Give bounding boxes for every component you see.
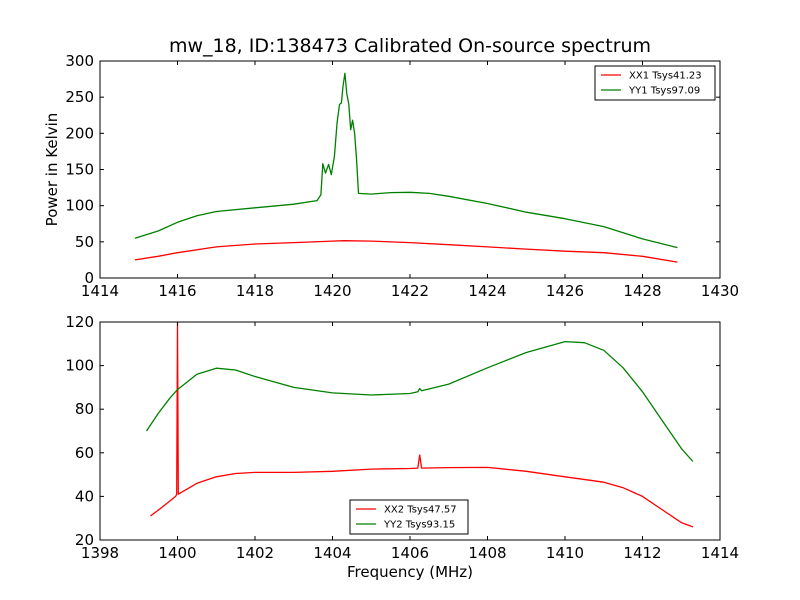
- series-line-2-1: [150, 322, 694, 528]
- legend-box: [349, 499, 469, 535]
- x-tick-label: 1400: [158, 544, 196, 562]
- legend-1: XX1 Tsys41.23 YY1 Tsys97.09: [594, 65, 716, 101]
- y-tick-label: 50: [75, 233, 94, 251]
- x-tick-label: 1430: [701, 282, 739, 300]
- x-tick-label: 1426: [546, 282, 584, 300]
- x-axis-label: Frequency (MHz): [347, 563, 473, 581]
- legend-entry: XX1 Tsys41.23: [629, 71, 702, 82]
- x-tick-label: 1428: [623, 282, 661, 300]
- chart-title: mw_18, ID:138473 Calibrated On-source sp…: [169, 35, 651, 57]
- series-line-1-1: [134, 240, 678, 263]
- legend-entry: XX2 Tsys47.57: [384, 505, 457, 516]
- panel-1: mw_18, ID:138473 Calibrated On-source sp…: [43, 35, 739, 300]
- x-tick-label: 1402: [236, 544, 274, 562]
- x-tick-label: 1410: [546, 544, 584, 562]
- y-tick-label: 100: [65, 197, 94, 215]
- panel-2: Frequency (MHz) 1398 1400 1402 1404 1406 1408 1…: [65, 313, 739, 581]
- x-tick-label: 1420: [313, 282, 351, 300]
- x-tick-label: 1408: [468, 544, 506, 562]
- x-tick-label: 1416: [158, 282, 196, 300]
- legend-2: XX2 Tsys47.57 YY2 Tsys93.15: [349, 499, 469, 535]
- x-tick-label: 1424: [468, 282, 506, 300]
- x-tick-label: 1414: [701, 544, 739, 562]
- x-tick-label: 1414: [81, 282, 119, 300]
- y-tick-label: 100: [65, 357, 94, 375]
- y-tick-label: 200: [65, 124, 94, 142]
- y-tick-label: 80: [75, 400, 94, 418]
- y-tick-label: 40: [75, 487, 94, 505]
- legend-box: [594, 65, 716, 101]
- x-tick-label: 1422: [391, 282, 429, 300]
- x-tick-label: 1412: [623, 544, 661, 562]
- y-tick-label: 20: [75, 531, 94, 549]
- series-line-1-2: [134, 72, 678, 249]
- series-line-2-2: [145, 340, 694, 462]
- legend-entry: YY1 Tsys97.09: [628, 86, 700, 97]
- y-tick-label: 120: [65, 313, 94, 331]
- legend-entry: YY2 Tsys93.15: [383, 520, 455, 531]
- x-tick-label: 1404: [313, 544, 351, 562]
- y-tick-label: 60: [75, 444, 94, 462]
- y-axis-label: Power in Kelvin: [43, 113, 61, 227]
- x-tick-label: 1418: [236, 282, 274, 300]
- y-tick-label: 300: [65, 52, 94, 70]
- y-tick-label: 0: [84, 269, 94, 287]
- x-tick-label: 1406: [391, 544, 429, 562]
- y-tick-label: 150: [65, 161, 94, 179]
- x-tick-label: 1398: [81, 544, 119, 562]
- y-tick-label: 250: [65, 88, 94, 106]
